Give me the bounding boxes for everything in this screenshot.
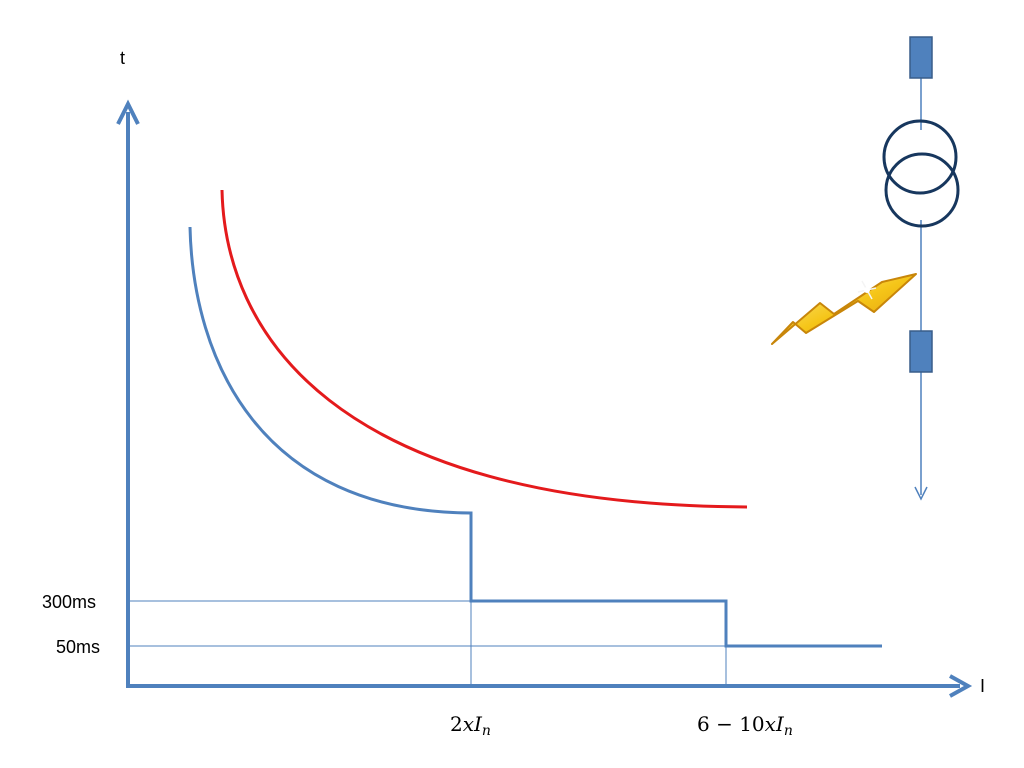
damage-curve: [220, 189, 748, 509]
y-tick-50ms: 50ms: [56, 637, 101, 657]
transformer-icon: [882, 119, 960, 228]
x-tick-6-10xin: 6 − 10xIn: [697, 712, 793, 739]
breaker-icon: [909, 330, 933, 373]
x-tick-2xin: 2xIn: [450, 712, 491, 739]
y-axis-arrow: [116, 99, 140, 125]
y-tick-300ms: 300ms: [42, 592, 97, 612]
breaker-icon: [909, 36, 933, 79]
x-axis-arrow: [949, 674, 973, 698]
lightning-fault-icon: [771, 273, 917, 345]
relay-curve: [188, 226, 882, 648]
y-axis-label: t: [120, 48, 126, 68]
x-axis-label: I: [980, 676, 986, 696]
feeder-arrow: [914, 486, 928, 501]
